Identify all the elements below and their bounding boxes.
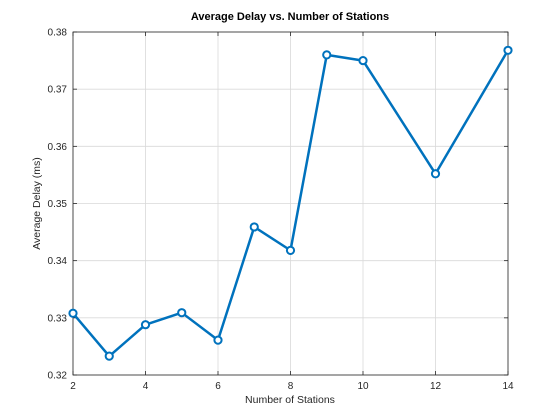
y-tick-label: 0.38 xyxy=(48,28,68,39)
x-tick-label: 6 xyxy=(215,381,221,392)
chart-title: Average Delay vs. Number of Stations xyxy=(191,11,389,23)
data-point-marker xyxy=(322,50,332,60)
data-point-marker xyxy=(285,245,296,255)
x-axis-label: Number of Stations xyxy=(245,394,335,406)
x-tick-label: 8 xyxy=(288,381,294,392)
data-point-marker xyxy=(503,45,513,55)
data-point-marker xyxy=(430,169,441,179)
data-point-marker xyxy=(358,55,368,66)
x-tick-label: 10 xyxy=(357,381,369,392)
x-tick-label: 12 xyxy=(430,381,442,392)
data-point-marker xyxy=(213,335,223,345)
data-point-marker xyxy=(249,222,259,232)
y-tick-label: 0.35 xyxy=(48,199,68,210)
y-tick-label: 0.33 xyxy=(48,313,68,324)
data-point-marker xyxy=(177,308,187,318)
series-layer xyxy=(68,45,513,361)
x-tick-label: 4 xyxy=(143,381,149,392)
y-tick-label: 0.37 xyxy=(48,85,68,96)
y-tick-label: 0.34 xyxy=(48,256,68,267)
y-tick-label: 0.36 xyxy=(48,142,68,153)
data-point-marker xyxy=(68,308,78,318)
axis-ticks: 2 4 6 8 10 12 14 0.32 0.33 0.34 0.35 0.36 0.37 0.38 xyxy=(48,28,514,393)
y-axis-label: Average Delay (ms) xyxy=(31,157,43,250)
y-tick-label: 0.32 xyxy=(48,371,68,382)
data-point-marker xyxy=(140,320,151,330)
x-tick-label: 2 xyxy=(70,381,76,392)
data-point-marker xyxy=(104,351,114,361)
x-tick-label: 14 xyxy=(502,381,514,392)
